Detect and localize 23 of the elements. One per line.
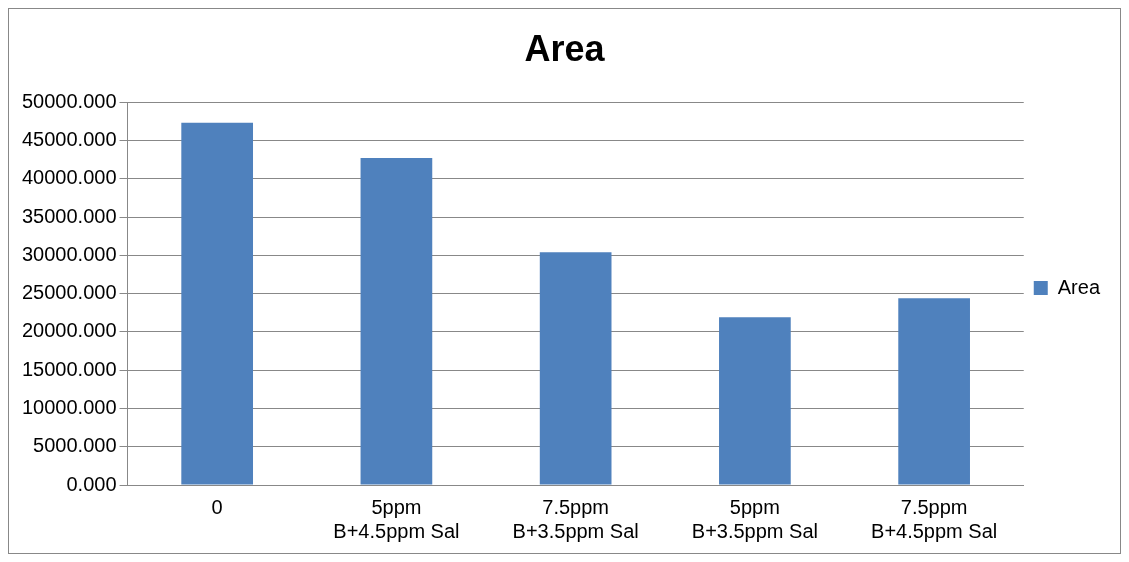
- x-tick-label: 5ppm B+3.5ppm Sal: [691, 495, 818, 542]
- legend-label: Area: [1057, 275, 1101, 298]
- y-tick-label: 20000.000: [21, 319, 117, 342]
- chart-title: Area: [524, 27, 606, 69]
- y-tick-label: 35000.000: [21, 204, 117, 227]
- x-tick-label: 0: [211, 495, 223, 518]
- y-tick-label: 45000.000: [21, 128, 117, 150]
- bar: [898, 298, 970, 485]
- y-tick-label: 0.000: [66, 472, 117, 495]
- x-tick-label: 7.5ppm B+3.5ppm Sal: [512, 495, 639, 542]
- y-tick-label: 50000.000: [21, 89, 117, 112]
- y-tick-label: 40000.000: [21, 166, 117, 189]
- bar: [539, 252, 612, 485]
- x-tick-label: 5ppm B+4.5ppm Sal: [333, 495, 460, 542]
- y-tick-label: 10000.000: [21, 395, 117, 418]
- bar: [181, 122, 254, 485]
- y-tick-label: 5000.000: [33, 434, 117, 457]
- bar: [360, 158, 433, 485]
- y-tick-label: 15000.000: [21, 357, 117, 380]
- y-tick-label: 25000.000: [21, 281, 117, 304]
- bar: [719, 317, 791, 485]
- y-tick-label: 30000.000: [21, 242, 117, 265]
- x-tick-label: 7.5ppm B+4.5ppm Sal: [871, 495, 998, 542]
